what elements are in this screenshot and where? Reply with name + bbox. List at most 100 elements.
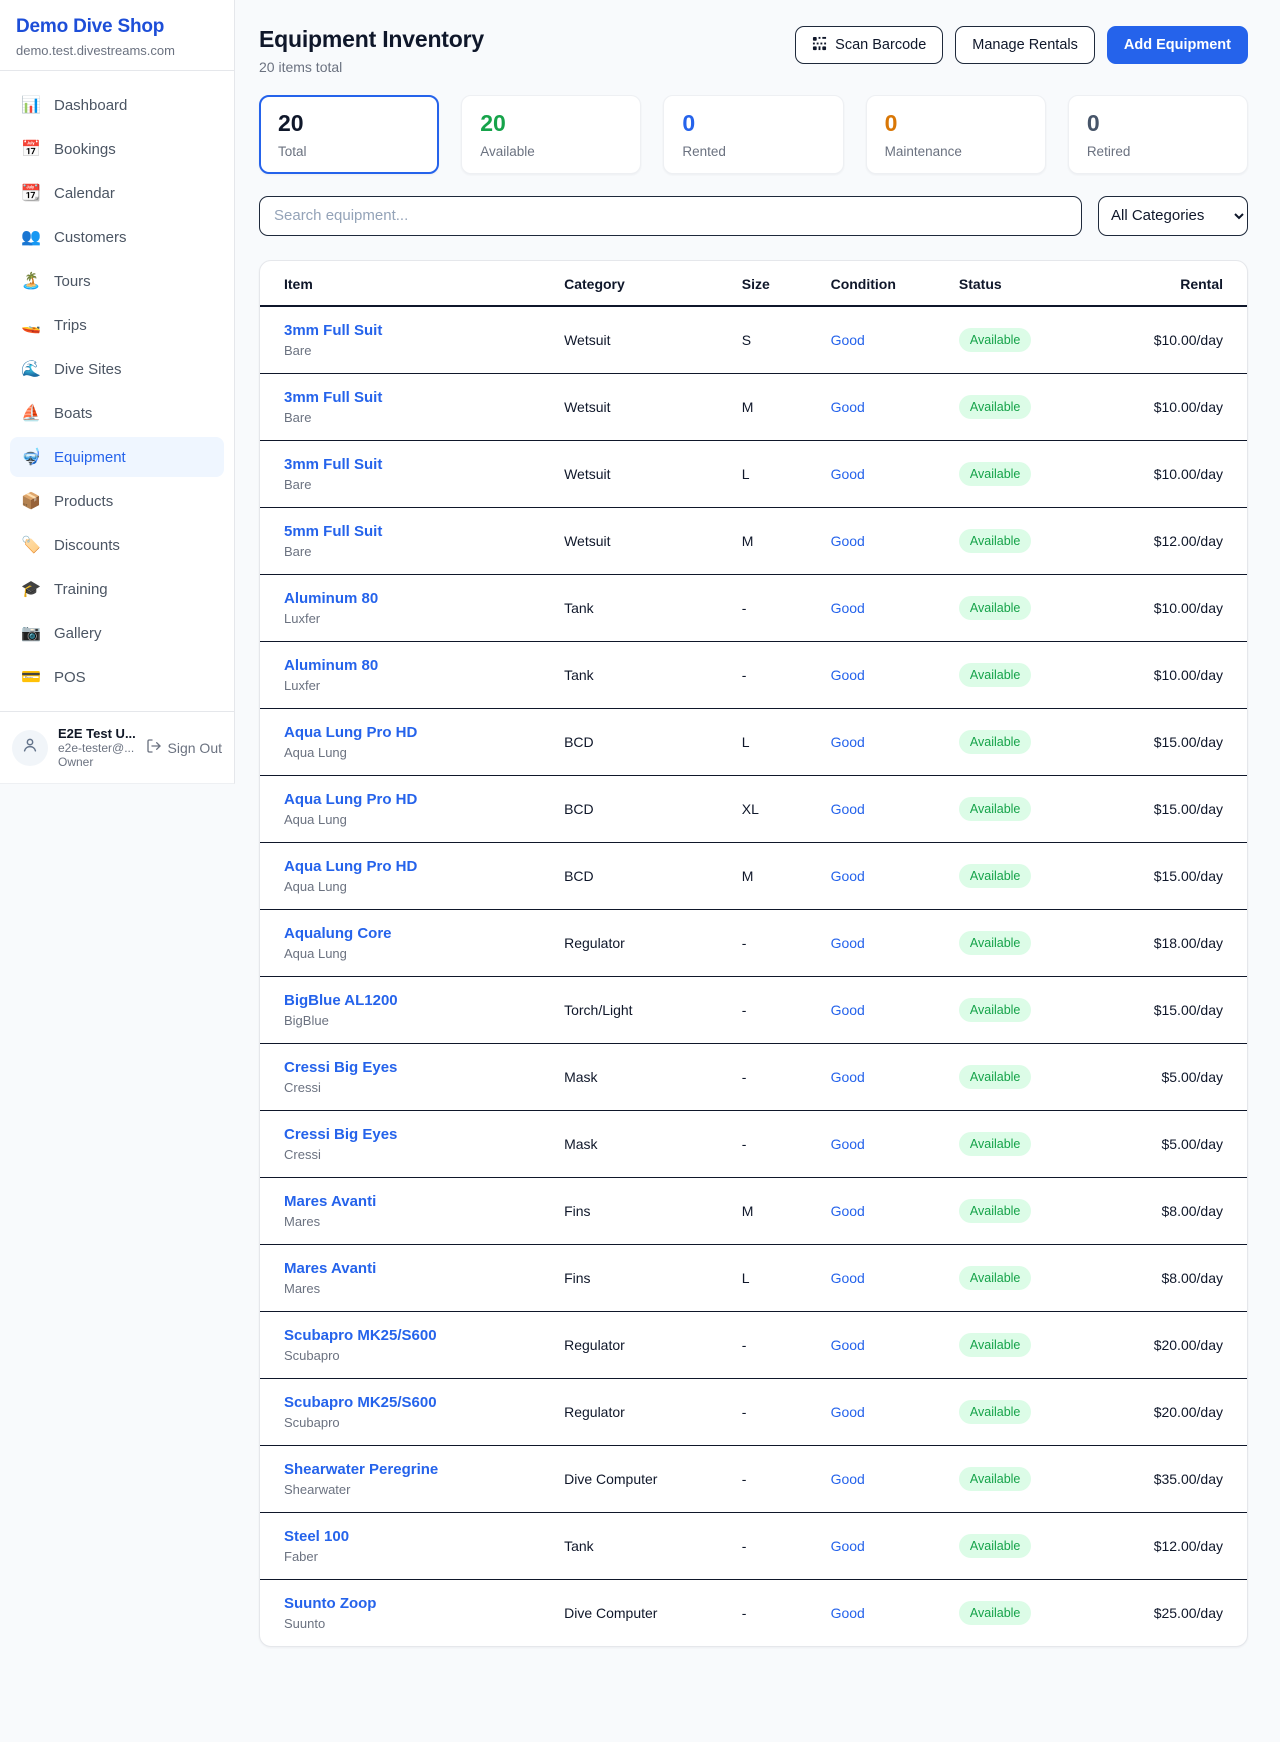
add-equipment-button[interactable]: Add Equipment bbox=[1106, 26, 1248, 64]
condition-link[interactable]: Good bbox=[830, 1537, 865, 1554]
sign-out-button[interactable]: Sign Out bbox=[146, 738, 222, 757]
cell-size: - bbox=[733, 641, 823, 709]
sidebar-item-label: POS bbox=[54, 668, 86, 686]
stat-card-rented[interactable]: 0 Rented bbox=[663, 95, 844, 174]
item-brand: Bare bbox=[284, 342, 312, 358]
manage-rentals-button[interactable]: Manage Rentals bbox=[955, 26, 1095, 64]
item-name-link[interactable]: Aqua Lung Pro HD bbox=[284, 857, 418, 875]
cell-condition: Good bbox=[822, 842, 951, 910]
item-name-link[interactable]: 3mm Full Suit bbox=[284, 388, 383, 406]
main-content: Equipment Inventory 20 items total Scan … bbox=[235, 0, 1280, 1679]
condition-link[interactable]: Good bbox=[830, 1269, 865, 1286]
condition-link[interactable]: Good bbox=[830, 733, 865, 750]
item-name-link[interactable]: Aqua Lung Pro HD bbox=[284, 790, 418, 808]
cell-size: XL bbox=[733, 775, 823, 843]
condition-link[interactable]: Good bbox=[830, 398, 865, 415]
stat-card-total[interactable]: 20 Total bbox=[259, 95, 440, 174]
condition-link[interactable]: Good bbox=[830, 934, 865, 951]
cell-category: Wetsuit bbox=[556, 305, 734, 374]
status-badge: Available bbox=[958, 394, 1032, 419]
table-row: Suunto Zoop Suunto Dive Computer - Good Avail… bbox=[260, 1579, 1247, 1646]
condition-link[interactable]: Good bbox=[830, 1202, 865, 1219]
sidebar-item-calendar[interactable]: 📆 Calendar bbox=[10, 173, 224, 213]
category-filter-select[interactable]: All Categories bbox=[1098, 195, 1248, 236]
condition-link[interactable]: Good bbox=[830, 666, 865, 683]
cell-condition: Good bbox=[822, 574, 951, 642]
condition-link[interactable]: Good bbox=[830, 867, 865, 884]
cell-status: Available bbox=[950, 976, 1099, 1044]
sidebar-item-discounts[interactable]: 🏷️ Discounts bbox=[10, 525, 224, 565]
sidebar-item-trips[interactable]: 🚤 Trips bbox=[10, 305, 224, 345]
stat-card-retired[interactable]: 0 Retired bbox=[1067, 95, 1249, 174]
condition-link[interactable]: Good bbox=[830, 331, 865, 348]
cell-item: Scubapro MK25/S600 Scubapro bbox=[260, 1311, 557, 1379]
stat-value-total: 20 bbox=[278, 110, 304, 136]
item-brand: Bare bbox=[284, 543, 312, 559]
cell-rental: $15.00/day bbox=[1098, 775, 1247, 843]
sidebar-item-tours[interactable]: 🏝️ Tours bbox=[10, 261, 224, 301]
condition-link[interactable]: Good bbox=[830, 1001, 865, 1018]
item-name-link[interactable]: Aluminum 80 bbox=[284, 656, 379, 674]
item-brand: Faber bbox=[284, 1548, 318, 1564]
sidebar-item-pos[interactable]: 💳 POS bbox=[10, 657, 224, 697]
sidebar-item-label: Trips bbox=[54, 316, 87, 334]
item-name-link[interactable]: 5mm Full Suit bbox=[284, 522, 383, 540]
sidebar-item-equipment[interactable]: 🤿 Equipment bbox=[10, 437, 224, 477]
sidebar-item-boats[interactable]: ⛵ Boats bbox=[10, 393, 224, 433]
item-name-link[interactable]: Mares Avanti bbox=[284, 1259, 377, 1277]
status-badge: Available bbox=[958, 1600, 1032, 1625]
page-title-block: Equipment Inventory 20 items total bbox=[259, 26, 484, 75]
item-name-link[interactable]: Shearwater Peregrine bbox=[284, 1460, 439, 1478]
condition-link[interactable]: Good bbox=[830, 599, 865, 616]
item-name-link[interactable]: Aqualung Core bbox=[284, 924, 392, 942]
sidebar-item-label: Calendar bbox=[54, 184, 115, 202]
condition-link[interactable]: Good bbox=[830, 1068, 865, 1085]
item-name-link[interactable]: Cressi Big Eyes bbox=[284, 1125, 398, 1143]
cell-status: Available bbox=[950, 775, 1099, 843]
search-input[interactable] bbox=[259, 195, 1082, 236]
item-name-link[interactable]: Aluminum 80 bbox=[284, 589, 379, 607]
scan-barcode-button[interactable]: Scan Barcode bbox=[795, 26, 944, 64]
stat-card-maintenance[interactable]: 0 Maintenance bbox=[865, 95, 1046, 174]
sidebar-item-bookings[interactable]: 📅 Bookings bbox=[10, 129, 224, 169]
cell-size: L bbox=[733, 1244, 823, 1312]
item-brand: BigBlue bbox=[284, 1012, 329, 1028]
sidebar-item-customers[interactable]: 👥 Customers bbox=[10, 217, 224, 257]
condition-link[interactable]: Good bbox=[830, 1403, 865, 1420]
condition-link[interactable]: Good bbox=[830, 800, 865, 817]
table-header: Item Category Size Condition Status Rent… bbox=[260, 260, 1247, 307]
condition-link[interactable]: Good bbox=[830, 465, 865, 482]
sidebar-item-training[interactable]: 🎓 Training bbox=[10, 569, 224, 609]
item-name-link[interactable]: Scubapro MK25/S600 bbox=[284, 1393, 437, 1411]
item-name-link[interactable]: Cressi Big Eyes bbox=[284, 1058, 398, 1076]
item-name-link[interactable]: 3mm Full Suit bbox=[284, 321, 383, 339]
item-name-link[interactable]: Suunto Zoop bbox=[284, 1594, 377, 1612]
cell-rental: $35.00/day bbox=[1098, 1445, 1247, 1513]
cell-size: M bbox=[733, 373, 823, 441]
stat-card-available[interactable]: 20 Available bbox=[461, 95, 642, 174]
sidebar-item-dive-sites[interactable]: 🌊 Dive Sites bbox=[10, 349, 224, 389]
condition-link[interactable]: Good bbox=[830, 1135, 865, 1152]
cell-category: BCD bbox=[556, 708, 734, 776]
item-name-link[interactable]: 3mm Full Suit bbox=[284, 455, 383, 473]
item-name-link[interactable]: Steel 100 bbox=[284, 1527, 350, 1545]
condition-link[interactable]: Good bbox=[830, 1470, 865, 1487]
condition-link[interactable]: Good bbox=[830, 1336, 865, 1353]
item-name-link[interactable]: Aqua Lung Pro HD bbox=[284, 723, 418, 741]
item-name-link[interactable]: BigBlue AL1200 bbox=[284, 991, 398, 1009]
status-badge: Available bbox=[958, 1332, 1032, 1357]
condition-link[interactable]: Good bbox=[830, 1604, 865, 1621]
cell-rental: $15.00/day bbox=[1098, 708, 1247, 776]
status-badge: Available bbox=[958, 1466, 1032, 1491]
table-row: 3mm Full Suit Bare Wetsuit M Good Available $1… bbox=[260, 373, 1247, 441]
item-name-link[interactable]: Mares Avanti bbox=[284, 1192, 377, 1210]
sidebar-item-gallery[interactable]: 📷 Gallery bbox=[10, 613, 224, 653]
cell-status: Available bbox=[950, 373, 1099, 441]
condition-link[interactable]: Good bbox=[830, 532, 865, 549]
sidebar-item-dashboard[interactable]: 📊 Dashboard bbox=[10, 85, 224, 125]
cell-size: - bbox=[733, 976, 823, 1044]
item-name-link[interactable]: Scubapro MK25/S600 bbox=[284, 1326, 437, 1344]
sidebar-item-products[interactable]: 📦 Products bbox=[10, 481, 224, 521]
table-row: Aqualung Core Aqua Lung Regulator - Good Avai… bbox=[260, 909, 1247, 977]
sidebar-divider bbox=[0, 70, 234, 71]
